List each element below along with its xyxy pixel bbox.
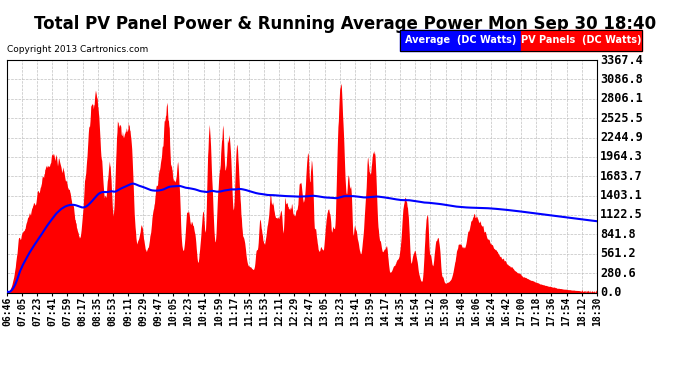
Text: 1122.5: 1122.5 <box>600 209 643 222</box>
Text: 561.2: 561.2 <box>600 247 636 260</box>
Text: Copyright 2013 Cartronics.com: Copyright 2013 Cartronics.com <box>7 45 148 54</box>
Text: PV Panels  (DC Watts): PV Panels (DC Watts) <box>521 35 642 45</box>
Text: 280.6: 280.6 <box>600 267 636 280</box>
Text: 0.0: 0.0 <box>600 286 622 299</box>
Text: Total PV Panel Power & Running Average Power Mon Sep 30 18:40: Total PV Panel Power & Running Average P… <box>34 15 656 33</box>
Text: 841.8: 841.8 <box>600 228 636 241</box>
Text: 3086.8: 3086.8 <box>600 73 643 86</box>
Text: Average  (DC Watts): Average (DC Watts) <box>405 35 516 45</box>
Text: 3367.4: 3367.4 <box>600 54 643 66</box>
Text: 2244.9: 2244.9 <box>600 131 643 144</box>
Text: 1683.7: 1683.7 <box>600 170 643 183</box>
Text: 1403.1: 1403.1 <box>600 189 643 202</box>
Text: 2525.5: 2525.5 <box>600 112 643 125</box>
Text: 1964.3: 1964.3 <box>600 150 643 164</box>
Text: 2806.1: 2806.1 <box>600 92 643 105</box>
